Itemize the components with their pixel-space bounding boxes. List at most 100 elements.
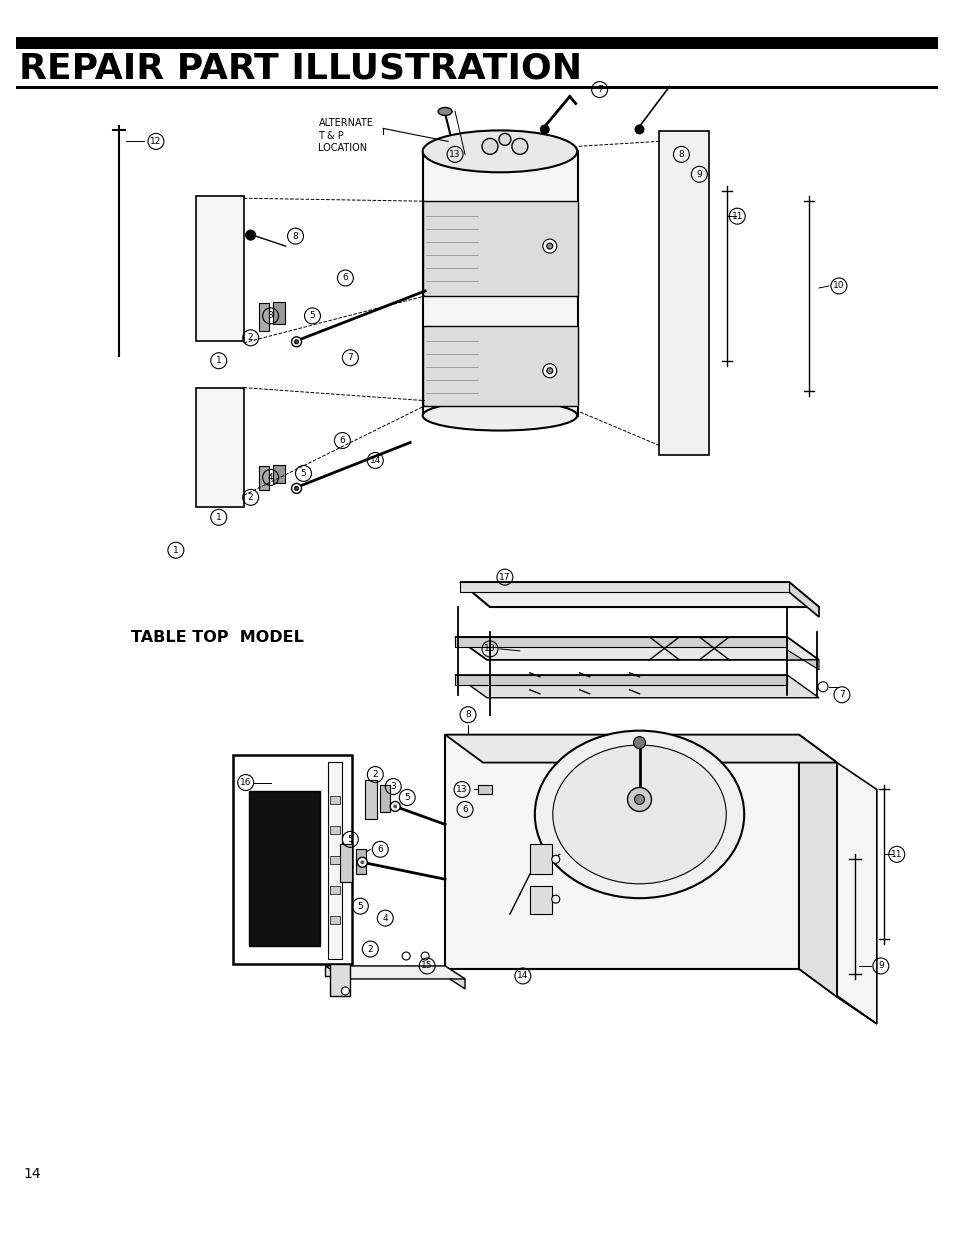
Text: 1: 1 [172,546,178,555]
Bar [258,303,269,331]
Circle shape [341,987,349,995]
Text: 11: 11 [731,211,742,221]
Text: 2: 2 [372,771,377,779]
Text: 13: 13 [456,785,467,794]
Bar [16,37,937,48]
Bar [258,467,269,490]
Bar [330,965,350,995]
Polygon shape [799,735,836,997]
Circle shape [633,736,645,748]
Circle shape [292,483,301,493]
Circle shape [360,861,364,864]
Circle shape [481,138,497,154]
Circle shape [546,243,552,249]
Circle shape [512,138,527,154]
Text: 16: 16 [239,778,252,787]
Text: 13: 13 [449,149,460,159]
Circle shape [627,788,651,811]
Text: 4: 4 [268,473,274,482]
Bar [365,779,376,819]
Polygon shape [799,969,876,1024]
Circle shape [551,856,559,863]
Circle shape [634,125,644,135]
Polygon shape [788,582,818,618]
Text: 3: 3 [390,782,395,790]
Text: 5: 5 [347,835,353,844]
Circle shape [542,364,557,378]
Bar [529,845,551,874]
Text: TABLE TOP  MODEL: TABLE TOP MODEL [131,630,304,645]
Bar [380,784,390,813]
Bar [340,845,352,882]
Polygon shape [455,637,786,647]
Ellipse shape [422,131,577,173]
Text: 8: 8 [293,232,298,241]
Polygon shape [459,582,788,592]
Text: 6: 6 [339,436,345,445]
Bar [423,201,578,296]
Text: 12: 12 [150,137,161,146]
Polygon shape [455,674,818,698]
Ellipse shape [535,731,743,898]
Text: 14: 14 [23,1167,41,1182]
Text: 11: 11 [890,850,902,858]
Ellipse shape [552,745,725,884]
Bar [273,466,284,483]
Text: 15: 15 [421,962,433,971]
Circle shape [498,133,511,146]
Bar [195,388,243,508]
Polygon shape [786,650,818,669]
Bar [249,792,320,946]
Circle shape [546,368,552,374]
Circle shape [420,952,429,960]
Circle shape [294,487,298,490]
Polygon shape [455,637,818,659]
Text: 7: 7 [839,690,844,699]
Bar [330,826,340,835]
Polygon shape [325,966,445,976]
Bar [330,887,340,894]
Polygon shape [459,582,818,608]
Bar [330,797,340,804]
Circle shape [292,337,301,347]
Text: 9: 9 [696,169,701,179]
Bar [328,762,342,960]
Text: 8: 8 [465,710,471,719]
Text: 4: 4 [382,914,388,923]
Text: 2: 2 [248,333,253,342]
Bar [330,916,340,924]
Text: 5: 5 [357,902,363,910]
Text: 8: 8 [678,149,683,159]
Polygon shape [455,674,786,684]
Text: REPAIR PART ILLUSTRATION: REPAIR PART ILLUSTRATION [19,52,582,85]
Bar [423,152,578,416]
Circle shape [357,857,367,867]
Text: 14: 14 [369,456,380,464]
Circle shape [393,804,396,809]
Text: 18: 18 [484,645,496,653]
Text: 2: 2 [248,493,253,501]
Bar [16,85,937,89]
Text: 1: 1 [215,513,221,522]
Text: 10: 10 [832,282,843,290]
Polygon shape [445,735,836,762]
Text: 5: 5 [404,793,410,802]
Bar [273,301,284,324]
Bar [423,326,578,405]
Text: 1: 1 [215,356,221,366]
Circle shape [551,895,559,903]
Bar [477,784,492,794]
Bar [445,735,799,969]
Text: 3: 3 [268,311,274,320]
Circle shape [294,340,298,343]
Text: 6: 6 [377,845,383,853]
Bar [195,196,243,341]
Ellipse shape [437,107,452,115]
Polygon shape [445,966,464,989]
Text: 2: 2 [367,945,373,953]
Text: 6: 6 [342,273,348,283]
Circle shape [817,682,827,692]
Bar [529,887,551,914]
Text: 5: 5 [310,311,315,320]
Polygon shape [659,131,709,456]
